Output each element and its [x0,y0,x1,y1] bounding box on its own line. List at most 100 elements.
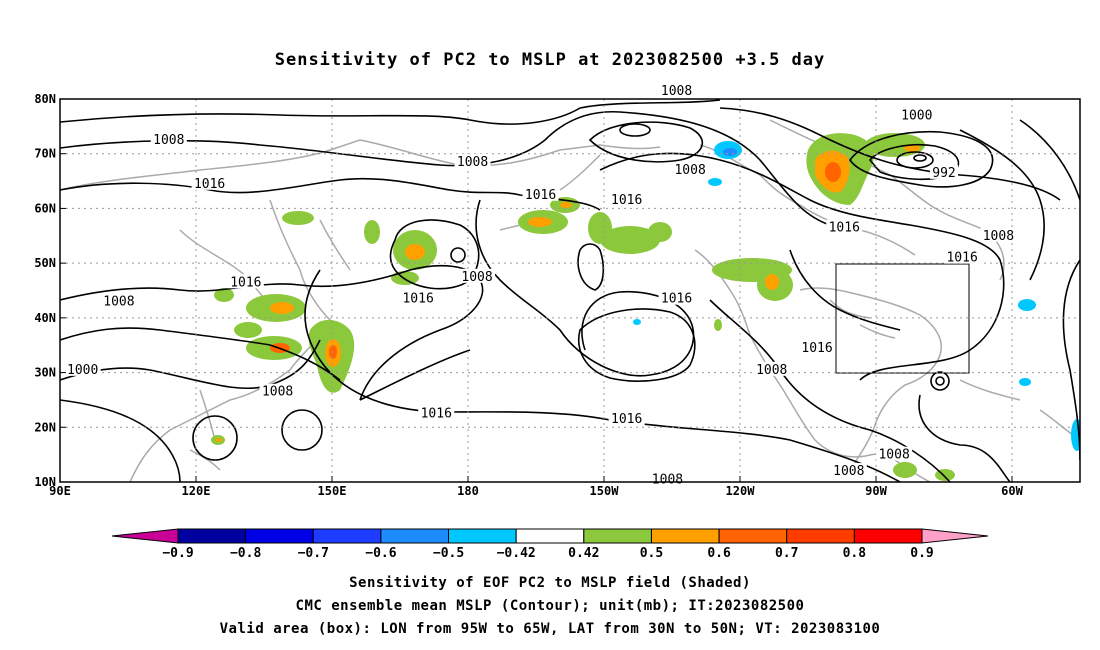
x-tick-label: 60W [1001,484,1023,498]
contour-label: 1008 [756,363,787,378]
contour-label: 1016 [421,407,452,422]
contour-label: 1016 [801,341,832,356]
contour-label: 1008 [103,294,134,309]
colorbar-label: −0.7 [298,546,329,561]
colorbar-label: −0.8 [230,546,261,561]
contour-label: 1008 [983,229,1014,244]
colorbar-label: 0.5 [640,546,663,561]
colorbar-segment [380,528,450,544]
contour-label-bg [150,132,187,147]
x-tick-label: 120W [726,484,756,498]
contour-label: 992 [932,166,955,181]
y-tick-label: 80N [34,92,56,106]
contour-label: 1016 [946,251,977,266]
contour-label: 1016 [194,177,225,192]
contour-label-bg [799,339,836,354]
plot-frame [59,98,1081,483]
colorbar-segment [515,528,585,544]
contour-label-bg [672,162,709,177]
contour-label: 1008 [878,448,909,463]
contour-label: 1016 [402,292,433,307]
contour-label-bg [522,186,559,201]
contour-labels: 1008 1008 1008 1008 1016 1016 1016 1000 992 1016 1… [64,82,1017,487]
contour-label-bg [191,175,228,190]
colorbar-segment [786,528,855,544]
colorbar-segment [245,528,314,544]
contour-label-bg [227,274,264,289]
contour-label-bg [830,463,867,478]
contour-label: 1008 [153,133,184,148]
y-tick-label: 30N [34,366,56,380]
y-tick-label: 40N [34,311,56,325]
contour-label: 1008 [262,385,293,400]
colorbar-segment [853,528,923,544]
colorbar-segment [583,528,652,544]
colorbar-label: −0.42 [497,546,536,561]
contour-label-bg [944,249,981,264]
contour-label-bg [608,411,645,426]
colorbar-label: 0.9 [910,546,933,561]
x-tick-label: 150E [318,484,347,498]
colorbar-label: 0.7 [775,546,798,561]
x-tick-label: 150W [590,484,620,498]
y-tick-label: 50N [34,256,56,270]
lat-lon-grid [60,99,1080,482]
colorbar-segment [177,528,247,544]
y-tick-label: 60N [34,201,56,215]
contour-label-bg [658,290,695,305]
axis-tick-labels: 90E 120E 150E 180 150W 120W 90W 60W 80N 70N 60N 50N… [34,92,1023,498]
sensitivity-shading [211,133,1080,481]
colorbar-label: 0.6 [707,546,731,561]
contour-label: 1008 [457,155,488,170]
mslp-contours [60,99,1080,482]
colorbar-label: 0.8 [843,546,867,561]
contour-label-bg [980,227,1017,242]
contour-label: 1008 [461,270,492,285]
contour-label: 1016 [829,221,860,236]
contour-label-bg [259,383,296,398]
contour-label: 1016 [611,412,642,427]
contour-label-bg [454,153,491,168]
contour-label: 1008 [661,84,692,99]
contour-label-bg [930,164,958,179]
contour-label-bg [459,268,496,283]
contour-label-bg [608,192,645,207]
x-tick-label: 180 [457,484,479,498]
contour-label-bg [826,219,863,234]
contour-label: 1016 [611,193,642,208]
contour-label: 1000 [901,108,932,123]
y-tick-label: 20N [34,420,56,434]
contour-label: 1008 [674,163,705,178]
contour-label-bg [418,405,455,420]
colorbar-segment [718,528,788,544]
contour-label-bg [753,361,790,376]
contour-label-bg [876,446,913,461]
y-tick-label: 10N [34,475,56,489]
contour-label: 1016 [661,292,692,307]
contour-label-bg [64,361,101,376]
x-tick-label: 90W [865,484,887,498]
colorbar-high-extend [921,528,989,544]
colorbar: −0.9 −0.8 −0.7 −0.6 −0.5 −0.42 0.42 0.5 0.6 0.7 0.… [111,528,989,561]
x-tick-label: 120E [182,484,211,498]
contour-label-bg [100,293,137,308]
contour-label: 1008 [652,472,683,487]
contour-label: 1000 [67,363,98,378]
colorbar-segment [650,528,720,544]
contour-label-bg [658,82,695,97]
x-tick-label: 90E [49,484,71,498]
contour-label: 1016 [525,188,556,203]
colorbar-label: −0.9 [162,546,193,561]
colorbar-label: −0.5 [433,546,464,561]
colorbar-segment [312,528,382,544]
contour-label: 1008 [833,464,864,479]
contour-label: 1016 [230,275,261,290]
caption-line-2: CMC ensemble mean MSLP (Contour); unit(m… [295,598,805,614]
caption-line-1: Sensitivity of EOF PC2 to MSLP field (Sh… [349,575,751,591]
caption-line-3: Valid area (box): LON from 95W to 65W, L… [219,621,881,637]
colorbar-label: 0.42 [568,546,599,561]
contour-label-bg [898,107,935,122]
y-tick-label: 70N [34,147,56,161]
contour-label-bg [400,290,437,305]
